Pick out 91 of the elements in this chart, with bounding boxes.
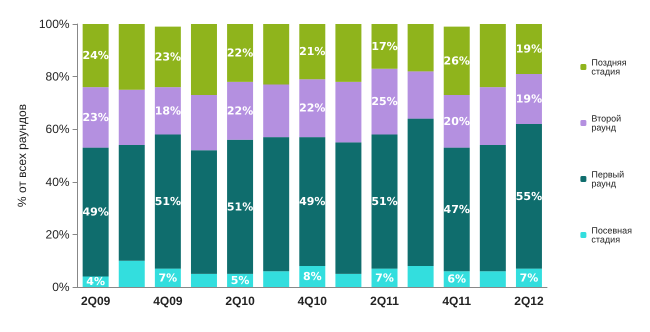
bar [480, 271, 506, 287]
data-label: 22% [226, 46, 254, 60]
data-label: 24% [82, 49, 109, 62]
data-label: 8% [302, 270, 322, 283]
y-tick-label: 60% [46, 122, 70, 136]
x-tick-label: 2Q09 [80, 294, 111, 308]
data-label: 51% [371, 195, 398, 208]
bar [408, 24, 434, 72]
bar [516, 24, 542, 74]
data-label: 26% [444, 54, 470, 68]
x-tick-label: 4Q09 [153, 294, 183, 308]
bar [82, 24, 109, 88]
bar [444, 148, 470, 272]
bar [154, 87, 181, 134]
bar [190, 95, 217, 150]
bar [190, 24, 217, 96]
data-label: 49% [82, 206, 109, 219]
legend-label: Посевная стадия [591, 226, 632, 244]
bar [263, 24, 290, 84]
data-label: 7% [375, 271, 394, 284]
data-label: 18% [154, 104, 182, 118]
data-label: 22% [299, 102, 326, 115]
data-label: 4% [86, 275, 105, 288]
bar [263, 84, 290, 138]
data-label: 25% [371, 95, 398, 108]
bar [444, 95, 470, 148]
bar [118, 260, 145, 287]
x-tick-label: 4Q11 [442, 294, 472, 308]
data-label: 21% [299, 45, 326, 58]
x-tick-label: 4Q10 [298, 294, 328, 308]
data-label: 19% [516, 42, 542, 56]
data-label: 51% [154, 195, 182, 208]
bar [190, 274, 217, 287]
y-tick-label: 20% [46, 227, 70, 242]
bar [516, 124, 542, 269]
data-label: 7% [520, 271, 538, 284]
legend-label: Поздняя стадия [591, 58, 627, 76]
bar [480, 144, 506, 272]
legend-label: Первый раунд [591, 170, 624, 188]
bar [408, 266, 434, 287]
bar [335, 82, 362, 142]
bar [299, 24, 326, 80]
data-label: 55% [516, 190, 542, 203]
y-tick-label: 80% [46, 70, 70, 84]
y-tick-label: 0% [52, 280, 70, 294]
bar [372, 134, 398, 269]
bar [444, 26, 470, 96]
bar [154, 26, 181, 88]
bar [480, 24, 506, 88]
bar [335, 24, 362, 82]
bar [118, 90, 145, 145]
bar [118, 144, 145, 261]
bar [227, 82, 254, 140]
y-tick-label: 40% [46, 174, 70, 189]
data-label: 19% [516, 92, 542, 106]
bar [516, 74, 542, 124]
x-tick-label: 2Q11 [370, 294, 400, 308]
bar [408, 71, 434, 119]
data-label: 7% [158, 271, 178, 284]
bar [263, 137, 290, 272]
y-tick-label: 100% [38, 17, 70, 31]
bar [372, 24, 398, 69]
data-label: 47% [444, 202, 470, 216]
bar [118, 24, 145, 90]
legend-label: Второй раунд [591, 114, 622, 132]
data-label: 23% [82, 110, 109, 124]
bar [190, 150, 217, 274]
y-axis-title: % от всех раундов [15, 104, 29, 208]
bar [154, 134, 181, 269]
bar [227, 24, 254, 82]
data-label: 51% [226, 200, 254, 214]
data-label: 6% [447, 272, 466, 286]
data-label: 5% [230, 274, 250, 287]
bar [299, 137, 326, 266]
x-tick-label: 2Q10 [225, 294, 256, 308]
x-tick-label: 2Q12 [514, 294, 544, 308]
bar [299, 79, 326, 138]
data-label: 20% [444, 114, 470, 128]
data-label: 17% [371, 40, 398, 53]
bar [408, 118, 434, 266]
data-label: 49% [299, 195, 326, 208]
bar [227, 140, 254, 274]
bar [372, 68, 398, 134]
data-label: 23% [154, 50, 182, 64]
bar [82, 148, 109, 276]
bar [335, 274, 362, 287]
bar [82, 87, 109, 148]
bar [480, 87, 506, 145]
bar [263, 271, 290, 287]
bar [335, 142, 362, 274]
data-label: 22% [226, 104, 254, 118]
